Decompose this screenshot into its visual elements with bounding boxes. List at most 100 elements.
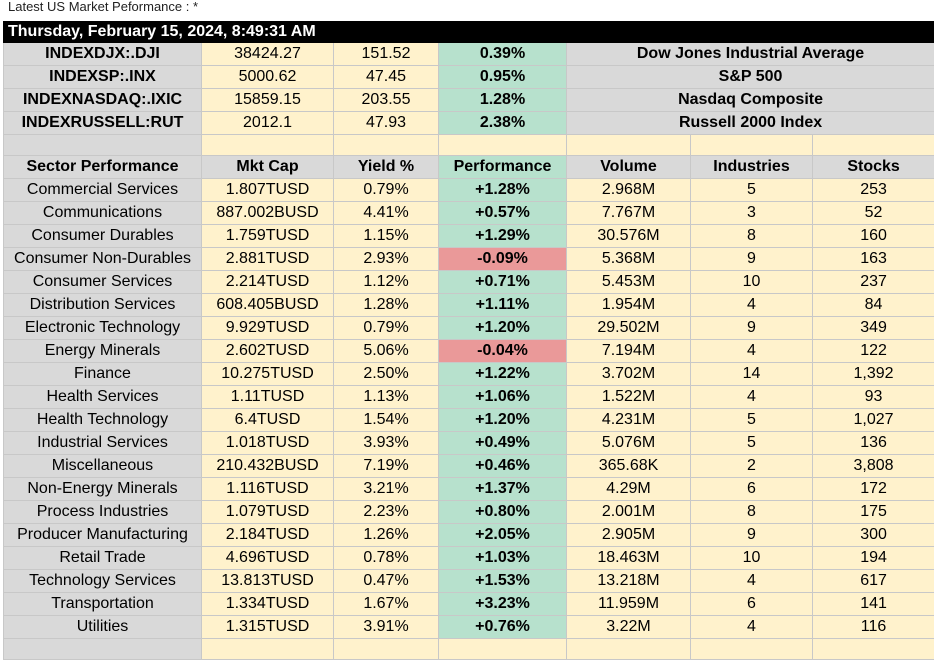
- index-percent-cell[interactable]: 2.38%: [438, 111, 567, 135]
- volume-cell[interactable]: 2.968M: [566, 178, 691, 202]
- stocks-cell[interactable]: 122: [811, 339, 934, 363]
- industries-cell[interactable]: 6: [690, 592, 813, 616]
- performance-cell[interactable]: +1.03%: [438, 546, 567, 570]
- performance-cell[interactable]: +1.06%: [438, 385, 567, 409]
- industries-cell[interactable]: 5: [690, 408, 813, 432]
- volume-cell[interactable]: 4.29M: [566, 477, 691, 501]
- yield-cell[interactable]: 1.12%: [333, 270, 439, 294]
- volume-cell[interactable]: 365.68K: [566, 454, 691, 478]
- index-name-cell[interactable]: Nasdaq Composite: [565, 88, 934, 112]
- yield-cell[interactable]: 0.79%: [333, 178, 439, 202]
- sector-name-cell[interactable]: Finance: [3, 362, 202, 386]
- performance-cell[interactable]: +1.53%: [438, 569, 567, 593]
- yield-cell[interactable]: 5.06%: [333, 339, 439, 363]
- market-cap-cell[interactable]: 1.334TUSD: [201, 592, 334, 616]
- empty-cell[interactable]: [333, 134, 439, 156]
- sector-name-cell[interactable]: Miscellaneous: [3, 454, 202, 478]
- yield-cell[interactable]: 1.26%: [333, 523, 439, 547]
- empty-cell[interactable]: [566, 134, 691, 156]
- market-cap-cell[interactable]: 2.184TUSD: [201, 523, 334, 547]
- yield-cell[interactable]: 1.54%: [333, 408, 439, 432]
- stocks-cell[interactable]: 160: [811, 224, 934, 248]
- yield-cell[interactable]: 7.19%: [333, 454, 439, 478]
- industries-cell[interactable]: 4: [690, 339, 813, 363]
- volume-cell[interactable]: 5.453M: [566, 270, 691, 294]
- index-symbol-cell[interactable]: INDEXDJX:.DJI: [3, 42, 202, 66]
- sector-name-cell[interactable]: Consumer Services: [3, 270, 202, 294]
- empty-cell[interactable]: [811, 134, 934, 156]
- stocks-cell[interactable]: 1,392: [811, 362, 934, 386]
- yield-cell[interactable]: 3.21%: [333, 477, 439, 501]
- industries-cell[interactable]: 4: [690, 385, 813, 409]
- sector-name-cell[interactable]: Consumer Durables: [3, 224, 202, 248]
- yield-cell[interactable]: 4.41%: [333, 201, 439, 225]
- index-percent-cell[interactable]: 0.95%: [438, 65, 567, 89]
- volume-cell[interactable]: 3.22M: [566, 615, 691, 639]
- stocks-cell[interactable]: 194: [811, 546, 934, 570]
- sector-name-cell[interactable]: Commercial Services: [3, 178, 202, 202]
- market-cap-cell[interactable]: 1.807TUSD: [201, 178, 334, 202]
- stocks-cell[interactable]: 237: [811, 270, 934, 294]
- industries-cell[interactable]: 9: [690, 316, 813, 340]
- performance-cell[interactable]: +0.71%: [438, 270, 567, 294]
- industries-cell[interactable]: 3: [690, 201, 813, 225]
- market-cap-cell[interactable]: 1.116TUSD: [201, 477, 334, 501]
- sector-name-cell[interactable]: Utilities: [3, 615, 202, 639]
- market-cap-cell[interactable]: 2.214TUSD: [201, 270, 334, 294]
- volume-cell[interactable]: 30.576M: [566, 224, 691, 248]
- industries-cell[interactable]: 8: [690, 500, 813, 524]
- stocks-cell[interactable]: 141: [811, 592, 934, 616]
- column-header-cell[interactable]: Industries: [690, 155, 813, 179]
- column-header-cell[interactable]: Performance: [438, 155, 567, 179]
- stocks-cell[interactable]: 116: [811, 615, 934, 639]
- empty-cell[interactable]: [201, 638, 334, 660]
- performance-cell[interactable]: +0.57%: [438, 201, 567, 225]
- sector-name-cell[interactable]: Electronic Technology: [3, 316, 202, 340]
- stocks-cell[interactable]: 617: [811, 569, 934, 593]
- volume-cell[interactable]: 4.231M: [566, 408, 691, 432]
- stocks-cell[interactable]: 172: [811, 477, 934, 501]
- industries-cell[interactable]: 6: [690, 477, 813, 501]
- index-symbol-cell[interactable]: INDEXSP:.INX: [3, 65, 202, 89]
- yield-cell[interactable]: 3.91%: [333, 615, 439, 639]
- yield-cell[interactable]: 2.23%: [333, 500, 439, 524]
- empty-cell[interactable]: [566, 638, 691, 660]
- empty-cell[interactable]: [811, 638, 934, 660]
- empty-cell[interactable]: [201, 134, 334, 156]
- volume-cell[interactable]: 2.001M: [566, 500, 691, 524]
- index-change-cell[interactable]: 47.93: [333, 111, 439, 135]
- stocks-cell[interactable]: 175: [811, 500, 934, 524]
- empty-cell[interactable]: [690, 134, 813, 156]
- industries-cell[interactable]: 14: [690, 362, 813, 386]
- market-cap-cell[interactable]: 6.4TUSD: [201, 408, 334, 432]
- empty-cell[interactable]: [438, 134, 567, 156]
- performance-cell[interactable]: -0.09%: [438, 247, 567, 271]
- market-cap-cell[interactable]: 4.696TUSD: [201, 546, 334, 570]
- sector-name-cell[interactable]: Retail Trade: [3, 546, 202, 570]
- performance-cell[interactable]: +0.46%: [438, 454, 567, 478]
- market-cap-cell[interactable]: 13.813TUSD: [201, 569, 334, 593]
- industries-cell[interactable]: 4: [690, 615, 813, 639]
- sector-name-cell[interactable]: Industrial Services: [3, 431, 202, 455]
- market-cap-cell[interactable]: 608.405BUSD: [201, 293, 334, 317]
- industries-cell[interactable]: 10: [690, 270, 813, 294]
- performance-cell[interactable]: -0.04%: [438, 339, 567, 363]
- industries-cell[interactable]: 4: [690, 569, 813, 593]
- market-cap-cell[interactable]: 1.759TUSD: [201, 224, 334, 248]
- industries-cell[interactable]: 2: [690, 454, 813, 478]
- industries-cell[interactable]: 4: [690, 293, 813, 317]
- market-cap-cell[interactable]: 2.602TUSD: [201, 339, 334, 363]
- index-price-cell[interactable]: 2012.1: [201, 111, 334, 135]
- performance-cell[interactable]: +1.29%: [438, 224, 567, 248]
- index-price-cell[interactable]: 5000.62: [201, 65, 334, 89]
- volume-cell[interactable]: 1.954M: [566, 293, 691, 317]
- performance-cell[interactable]: +1.22%: [438, 362, 567, 386]
- market-cap-cell[interactable]: 210.432BUSD: [201, 454, 334, 478]
- column-header-cell[interactable]: Sector Performance: [3, 155, 202, 179]
- yield-cell[interactable]: 1.15%: [333, 224, 439, 248]
- market-cap-cell[interactable]: 10.275TUSD: [201, 362, 334, 386]
- performance-cell[interactable]: +0.49%: [438, 431, 567, 455]
- index-price-cell[interactable]: 38424.27: [201, 42, 334, 66]
- market-cap-cell[interactable]: 9.929TUSD: [201, 316, 334, 340]
- performance-cell[interactable]: +3.23%: [438, 592, 567, 616]
